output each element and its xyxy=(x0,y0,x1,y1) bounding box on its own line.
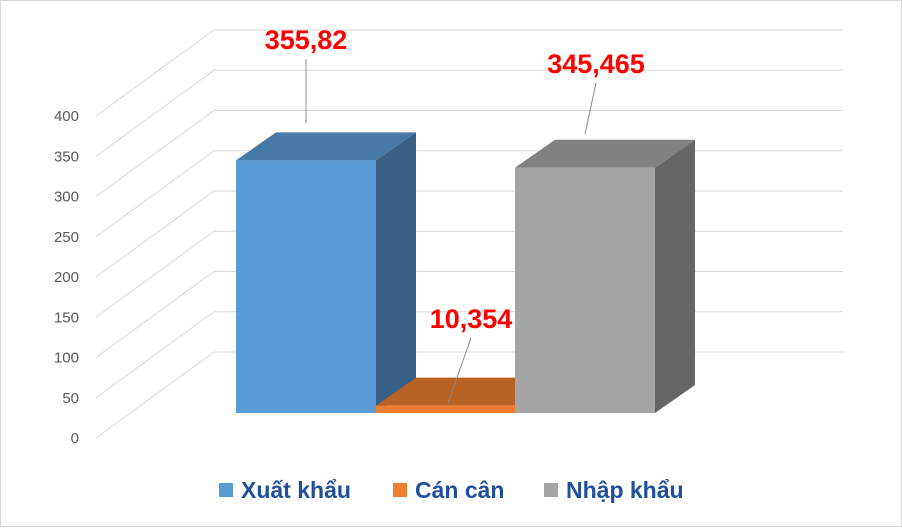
y-tick-label: 150 xyxy=(54,309,79,326)
gridline xyxy=(95,110,843,197)
y-tick-label: 200 xyxy=(54,269,79,286)
legend-swatch xyxy=(219,483,233,497)
bar-3 xyxy=(515,139,695,413)
bar-side-face xyxy=(655,139,695,413)
y-tick-label: 250 xyxy=(54,229,79,246)
y-tick-label: 50 xyxy=(62,390,79,407)
bar-top-face xyxy=(515,139,695,168)
bar-1 xyxy=(236,132,416,413)
legend-swatch xyxy=(544,483,558,497)
data-label: 355,82 xyxy=(265,25,348,55)
y-tick-label: 400 xyxy=(54,108,79,125)
gridline xyxy=(95,150,843,238)
legend: Xuất khẩu Cán cân Nhập khẩu xyxy=(219,477,684,503)
bar-top-face xyxy=(376,377,556,406)
legend-item: Cán cân xyxy=(393,477,504,503)
legend-label: Xuất khẩu xyxy=(241,477,351,503)
legend-swatch xyxy=(393,483,407,497)
legend-label: Nhập khẩu xyxy=(566,477,684,503)
bar-top-face xyxy=(236,132,416,161)
data-label: 10,354 xyxy=(430,304,513,334)
y-tick-label: 100 xyxy=(54,350,79,367)
y-tick-label: 350 xyxy=(54,148,79,165)
gridline xyxy=(95,190,843,278)
bar-front-face xyxy=(376,405,516,413)
y-tick-label: 0 xyxy=(71,430,79,447)
legend-item: Xuất khẩu xyxy=(219,477,351,503)
data-labels: 355,82 10,354 345,465 xyxy=(265,25,645,404)
legend-item: Nhập khẩu xyxy=(544,477,684,503)
leader-line xyxy=(447,337,472,404)
y-tick-label: 300 xyxy=(54,189,79,206)
data-label: 345,465 xyxy=(547,49,645,79)
leader-line xyxy=(584,82,597,135)
bar-front-face xyxy=(236,160,376,413)
gridlines xyxy=(95,29,843,439)
gridline xyxy=(95,69,843,157)
legend-label: Cán cân xyxy=(415,477,504,503)
bar-front-face xyxy=(515,167,655,413)
bar-side-face xyxy=(376,132,416,413)
gridline xyxy=(95,29,843,117)
y-axis-ticks: 0 50 100 150 200 250 300 350 400 xyxy=(54,108,79,447)
bars xyxy=(236,132,695,413)
